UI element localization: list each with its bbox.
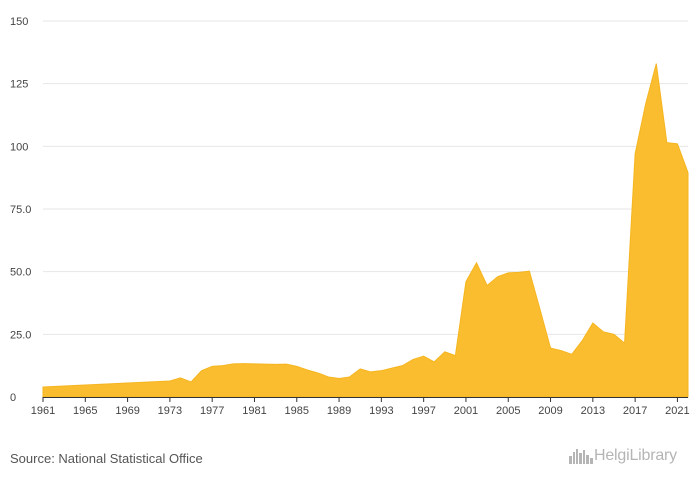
area-series-0 [42,63,689,398]
y-tick-label: 50.0 [10,267,31,279]
x-tick-label: 1973 [158,405,182,417]
x-tick-label: 1997 [411,405,435,417]
x-tick-label: 1981 [242,405,266,417]
x-tick-label: 1977 [200,405,224,417]
y-tick-label: 25.0 [10,329,31,341]
x-tick-labels: 1961 1965 1969 1973 1977 1981 1985 1989 1993 1997… [31,405,690,417]
series-areas [42,63,689,398]
x-tick-label: 2017 [623,405,647,417]
source-note: Source: National Statistical Office [10,451,203,466]
x-tick-label: 1993 [369,405,393,417]
y-tick-label: 100 [10,141,28,153]
y-tick-label: 75.0 [10,204,31,216]
x-tick-label: 2001 [454,405,478,417]
x-tick-label: 2021 [665,405,689,417]
brand-logo: HelgiLibrary [568,447,677,465]
x-tick-label: 1961 [31,405,55,417]
city-skyline-icon [569,449,593,464]
y-tick-label: 150 [10,16,28,28]
grid-lines [43,20,688,335]
x-tick-label: 2005 [496,405,520,417]
x-tick-label: 2013 [581,405,605,417]
y-tick-label: 0 [10,392,16,404]
x-tick-label: 1989 [327,405,351,417]
logo-text: HelgiLibrary [594,447,677,464]
x-tick-label: 1965 [73,405,97,417]
axes [42,397,688,402]
x-tick-label: 1969 [115,405,139,417]
x-tick-label: 1985 [285,405,309,417]
y-tick-labels: 0 25.0 50.0 75.0 100 125 150 [10,16,31,404]
x-tick-label: 2009 [538,405,562,417]
y-tick-label: 125 [10,79,28,91]
